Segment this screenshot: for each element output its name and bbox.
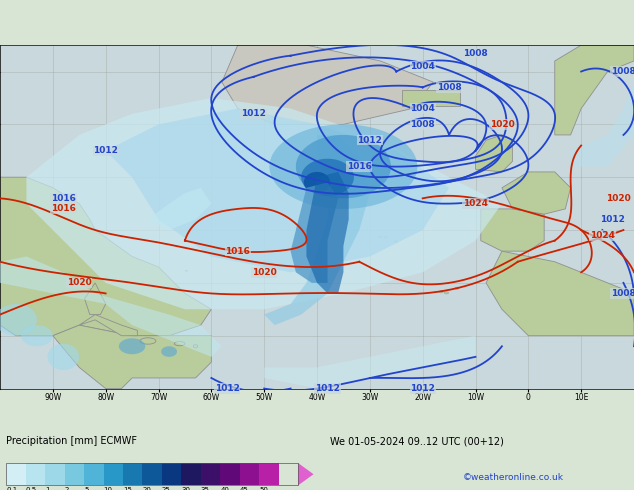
Bar xyxy=(162,463,181,486)
Text: 1024: 1024 xyxy=(463,199,488,208)
Polygon shape xyxy=(174,342,185,346)
Text: 1020: 1020 xyxy=(67,278,92,287)
Polygon shape xyxy=(379,236,382,238)
Text: 0.5: 0.5 xyxy=(26,487,37,490)
Text: 1008: 1008 xyxy=(463,49,488,57)
Polygon shape xyxy=(140,338,156,344)
Text: 1016: 1016 xyxy=(225,246,250,256)
Text: 10: 10 xyxy=(103,487,113,490)
Text: 35: 35 xyxy=(201,487,210,490)
Text: 0.1: 0.1 xyxy=(6,487,18,490)
Bar xyxy=(45,463,65,486)
Text: 1008: 1008 xyxy=(410,120,435,129)
Text: 1020: 1020 xyxy=(605,194,631,203)
Text: 1016: 1016 xyxy=(51,194,76,203)
Text: 1008: 1008 xyxy=(437,83,462,92)
Bar xyxy=(84,463,103,486)
Polygon shape xyxy=(290,182,338,283)
Text: 1004: 1004 xyxy=(410,104,435,113)
Text: 45: 45 xyxy=(240,487,249,490)
Text: 20: 20 xyxy=(143,487,152,490)
Polygon shape xyxy=(306,172,349,294)
Polygon shape xyxy=(384,237,387,238)
Polygon shape xyxy=(186,270,188,271)
Text: 1012: 1012 xyxy=(315,384,340,393)
Bar xyxy=(6,463,26,486)
Text: Precipitation [mm] ECMWF: Precipitation [mm] ECMWF xyxy=(6,437,138,446)
Text: 2: 2 xyxy=(65,487,69,490)
Polygon shape xyxy=(439,291,443,293)
Polygon shape xyxy=(444,292,449,294)
Polygon shape xyxy=(106,108,449,272)
Polygon shape xyxy=(269,124,417,209)
Polygon shape xyxy=(476,135,512,172)
Polygon shape xyxy=(193,344,198,348)
Polygon shape xyxy=(84,283,106,315)
Polygon shape xyxy=(481,209,544,251)
Polygon shape xyxy=(298,463,314,486)
Text: 1012: 1012 xyxy=(93,147,118,155)
Polygon shape xyxy=(502,172,571,214)
Polygon shape xyxy=(264,135,370,325)
Text: 5: 5 xyxy=(84,487,89,490)
Polygon shape xyxy=(48,343,79,370)
Polygon shape xyxy=(53,325,211,389)
Text: 1: 1 xyxy=(45,487,49,490)
Polygon shape xyxy=(79,315,138,336)
Text: 1012: 1012 xyxy=(410,384,435,393)
Text: We 01-05-2024 09..12 UTC (00+12): We 01-05-2024 09..12 UTC (00+12) xyxy=(330,437,503,446)
Text: 15: 15 xyxy=(123,487,132,490)
Bar xyxy=(240,463,259,486)
Bar xyxy=(6,463,298,486)
Polygon shape xyxy=(304,172,330,193)
Polygon shape xyxy=(161,346,177,357)
Bar xyxy=(26,463,45,486)
Polygon shape xyxy=(119,338,145,354)
Text: 1024: 1024 xyxy=(590,231,615,240)
Polygon shape xyxy=(222,45,433,124)
Polygon shape xyxy=(301,159,354,196)
Text: 1020: 1020 xyxy=(252,268,276,277)
Text: 1016: 1016 xyxy=(51,204,76,214)
Text: 1012: 1012 xyxy=(215,384,240,393)
Text: ©weatheronline.co.uk: ©weatheronline.co.uk xyxy=(463,472,564,482)
Bar xyxy=(181,463,201,486)
Polygon shape xyxy=(0,177,211,336)
Polygon shape xyxy=(27,98,502,309)
Text: 1012: 1012 xyxy=(600,215,625,224)
Text: 1020: 1020 xyxy=(489,120,514,129)
Bar xyxy=(65,463,84,486)
Text: 1012: 1012 xyxy=(241,109,266,118)
Text: 1008: 1008 xyxy=(611,67,634,76)
Bar xyxy=(143,463,162,486)
Text: 1012: 1012 xyxy=(358,136,382,145)
Text: 50: 50 xyxy=(259,487,268,490)
Text: 1004: 1004 xyxy=(410,62,435,71)
Bar xyxy=(220,463,240,486)
Polygon shape xyxy=(571,82,634,167)
Polygon shape xyxy=(555,45,634,135)
Text: 40: 40 xyxy=(220,487,229,490)
Polygon shape xyxy=(264,336,476,389)
Text: 25: 25 xyxy=(162,487,171,490)
Text: 1016: 1016 xyxy=(347,162,372,171)
Bar xyxy=(103,463,123,486)
Polygon shape xyxy=(486,251,634,336)
Polygon shape xyxy=(455,287,459,289)
Polygon shape xyxy=(395,241,398,243)
Polygon shape xyxy=(148,188,211,230)
Text: 30: 30 xyxy=(181,487,190,490)
Bar xyxy=(259,463,278,486)
Polygon shape xyxy=(0,304,37,336)
Polygon shape xyxy=(21,325,53,346)
Bar xyxy=(123,463,143,486)
Text: 1008: 1008 xyxy=(611,289,634,298)
Polygon shape xyxy=(401,90,460,106)
Polygon shape xyxy=(0,256,222,357)
Polygon shape xyxy=(296,135,391,198)
Bar xyxy=(201,463,220,486)
